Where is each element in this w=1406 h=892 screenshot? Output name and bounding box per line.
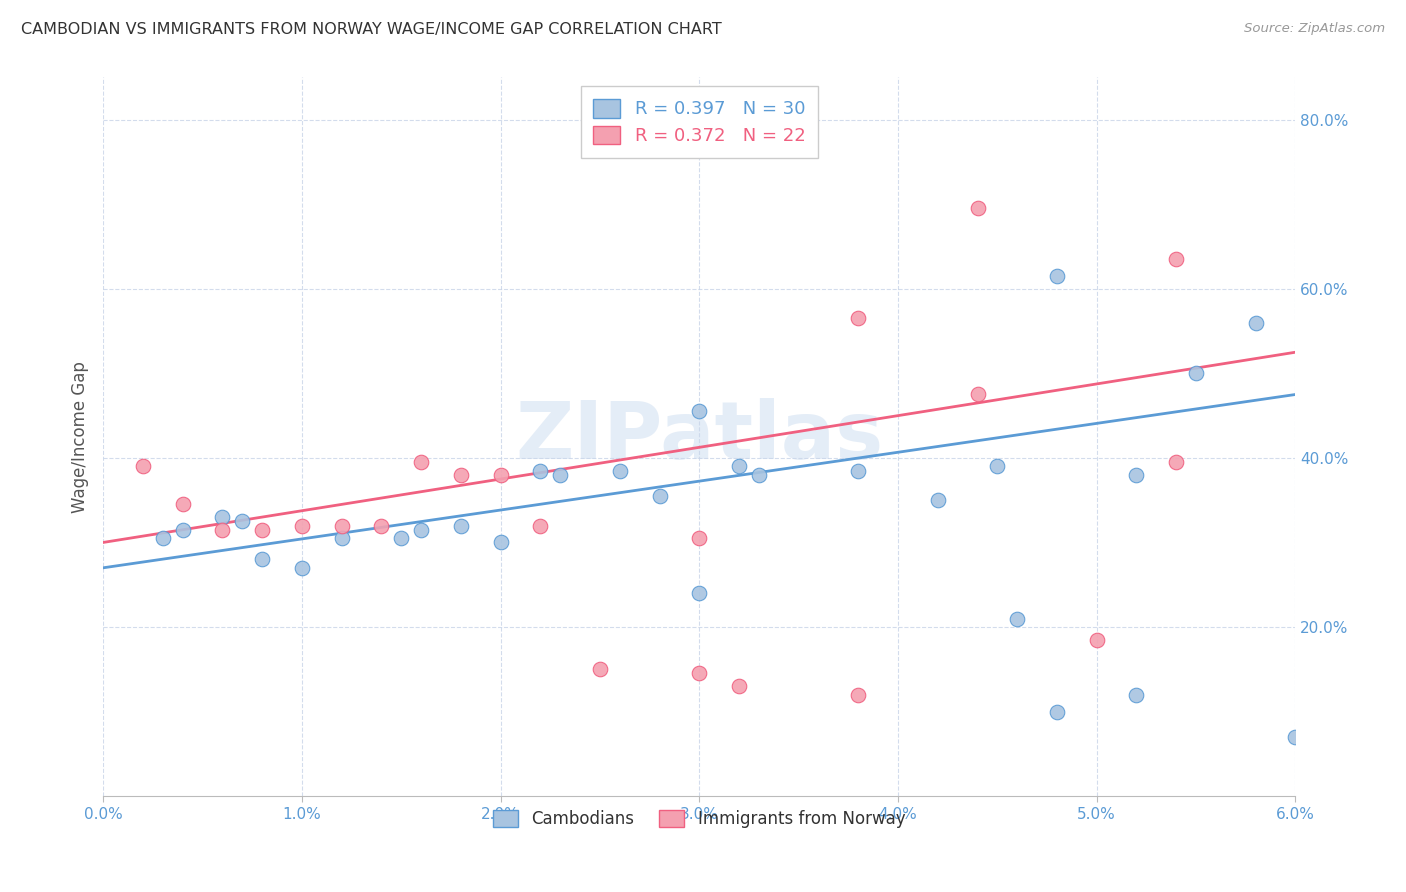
Point bbox=[132, 459, 155, 474]
Point bbox=[846, 311, 869, 326]
Point bbox=[966, 387, 988, 401]
Text: CAMBODIAN VS IMMIGRANTS FROM NORWAY WAGE/INCOME GAP CORRELATION CHART: CAMBODIAN VS IMMIGRANTS FROM NORWAY WAGE… bbox=[21, 22, 721, 37]
Point bbox=[748, 467, 770, 482]
Text: Source: ZipAtlas.com: Source: ZipAtlas.com bbox=[1244, 22, 1385, 36]
Point bbox=[489, 467, 512, 482]
Point bbox=[688, 586, 710, 600]
Point bbox=[389, 531, 412, 545]
Point bbox=[1085, 632, 1108, 647]
Point bbox=[409, 455, 432, 469]
Point bbox=[231, 514, 253, 528]
Point bbox=[291, 518, 314, 533]
Point bbox=[152, 531, 174, 545]
Point bbox=[1166, 252, 1188, 267]
Point bbox=[1125, 467, 1147, 482]
Point bbox=[1125, 688, 1147, 702]
Point bbox=[172, 523, 194, 537]
Point bbox=[609, 464, 631, 478]
Point bbox=[529, 464, 551, 478]
Point bbox=[330, 518, 353, 533]
Point bbox=[1185, 367, 1208, 381]
Point bbox=[548, 467, 571, 482]
Point bbox=[688, 404, 710, 418]
Point bbox=[927, 493, 949, 508]
Point bbox=[172, 497, 194, 511]
Point bbox=[330, 531, 353, 545]
Legend: Cambodians, Immigrants from Norway: Cambodians, Immigrants from Norway bbox=[486, 803, 912, 835]
Point bbox=[250, 552, 273, 566]
Point bbox=[688, 531, 710, 545]
Point bbox=[1046, 269, 1069, 284]
Point bbox=[846, 688, 869, 702]
Point bbox=[1007, 611, 1029, 625]
Point bbox=[728, 679, 751, 693]
Point bbox=[589, 662, 612, 676]
Point bbox=[966, 202, 988, 216]
Point bbox=[489, 535, 512, 549]
Point bbox=[1046, 705, 1069, 719]
Point bbox=[370, 518, 392, 533]
Point bbox=[250, 523, 273, 537]
Point bbox=[450, 518, 472, 533]
Point bbox=[211, 523, 233, 537]
Point bbox=[1244, 316, 1267, 330]
Point bbox=[1166, 455, 1188, 469]
Point bbox=[688, 666, 710, 681]
Text: ZIPatlas: ZIPatlas bbox=[515, 398, 883, 475]
Point bbox=[846, 464, 869, 478]
Point bbox=[409, 523, 432, 537]
Point bbox=[986, 459, 1008, 474]
Point bbox=[728, 459, 751, 474]
Point bbox=[450, 467, 472, 482]
Point bbox=[529, 518, 551, 533]
Point bbox=[211, 510, 233, 524]
Point bbox=[648, 489, 671, 503]
Y-axis label: Wage/Income Gap: Wage/Income Gap bbox=[72, 361, 89, 513]
Point bbox=[291, 561, 314, 575]
Point bbox=[1284, 730, 1306, 744]
